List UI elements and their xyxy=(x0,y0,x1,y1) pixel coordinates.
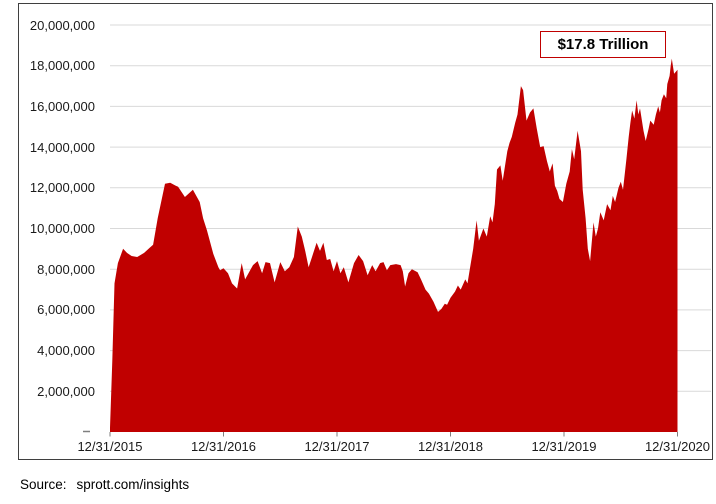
x-axis-label: 12/31/2016 xyxy=(190,439,257,454)
y-axis-label: 10,000,000 xyxy=(29,221,95,236)
y-axis-label: 4,000,000 xyxy=(37,343,95,359)
annotation-callout: $17.8 Trillion xyxy=(540,31,666,58)
y-axis-label: 6,000,000 xyxy=(37,302,95,318)
y-axis-label: 18,000,000 xyxy=(29,58,95,74)
source-url-text: sprott.com/insights xyxy=(76,477,190,492)
x-axis-label: 12/31/2020 xyxy=(644,439,711,454)
annotation-text: $17.8 Trillion xyxy=(557,36,649,53)
x-axis-label: 12/31/2017 xyxy=(304,439,370,454)
y-axis-label: 2,000,000 xyxy=(37,383,95,399)
x-axis-label: 12/31/2018 xyxy=(417,439,484,454)
chart-frame xyxy=(18,3,713,460)
y-axis-label: 16,000,000 xyxy=(29,98,95,114)
y-axis-label: 12,000,000 xyxy=(29,180,95,196)
y-axis-label: 8,000,000 xyxy=(37,261,95,277)
y-axis-label: 20,000,000 xyxy=(29,17,95,33)
y-axis-label: 14,000,000 xyxy=(29,139,95,155)
source-line: Source: sprott.com/insights xyxy=(20,477,189,492)
source-label: Source: xyxy=(20,477,67,492)
x-axis-label: 12/31/2015 xyxy=(77,439,143,454)
x-axis-label: 12/31/2019 xyxy=(531,439,597,454)
